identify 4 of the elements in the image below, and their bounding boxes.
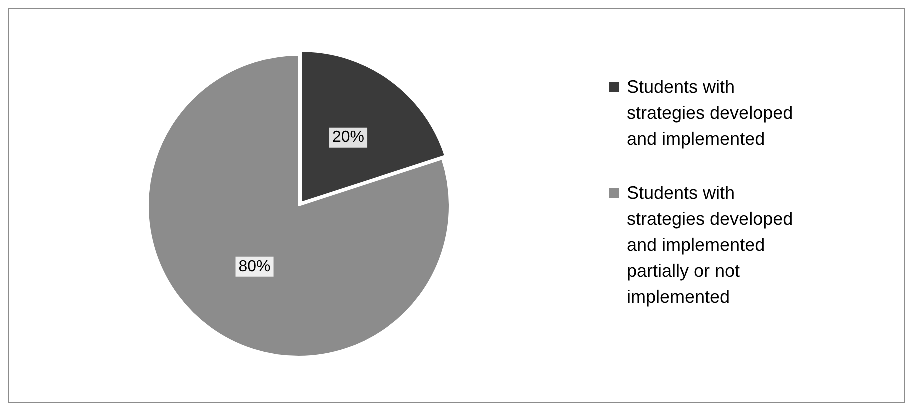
legend-label: Students with strategies developed and implemented partially or not implemented [627,182,794,309]
data-label: 20% [332,128,365,146]
legend-label: Students with strategies developed and implemented [627,76,794,151]
data-label: 80% [238,258,271,275]
